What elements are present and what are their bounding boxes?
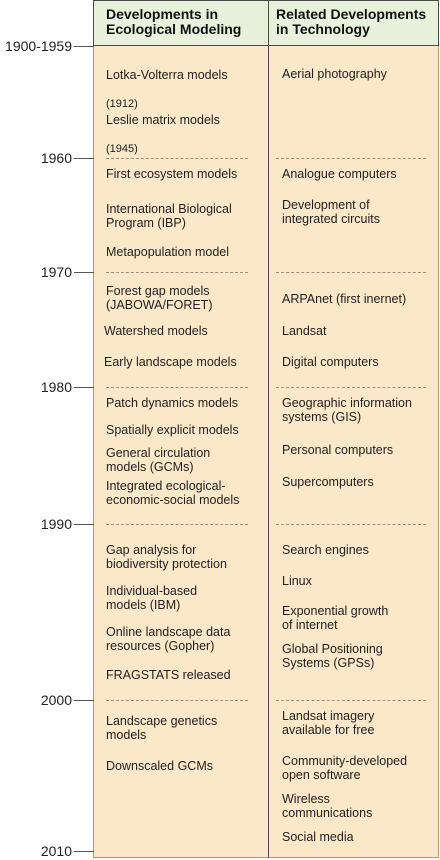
- modeling-item: Downscaled GCMs: [106, 759, 213, 773]
- modeling-item: Online landscape data resources (Gopher): [106, 625, 231, 653]
- decade-separator: [106, 158, 248, 159]
- modeling-item-text: Leslie matrix models: [106, 113, 220, 127]
- decade-separator: [106, 387, 248, 388]
- modeling-item: Gap analysis for biodiversity protection: [106, 543, 227, 571]
- year-label-1980: 1980: [40, 379, 72, 395]
- technology-item: Search engines: [282, 543, 369, 557]
- year-label-1900-1959: 1900-1959: [5, 38, 72, 54]
- technology-item: Digital computers: [282, 355, 379, 369]
- modeling-item: FRAGSTATS released: [106, 668, 231, 682]
- modeling-item: Patch dynamics models: [106, 396, 239, 410]
- modeling-item: Forest gap models (JABOWA/FORET): [106, 284, 213, 312]
- year-label-1990: 1990: [40, 516, 72, 532]
- technology-item: Analogue computers: [282, 167, 397, 181]
- year-label-1960: 1960: [40, 150, 72, 166]
- decade-separator: [276, 158, 426, 159]
- year-tick: [74, 158, 94, 159]
- decade-separator: [276, 700, 426, 701]
- year-tick: [74, 851, 94, 852]
- technology-item: ARPAnet (first inernet): [282, 292, 407, 306]
- year-tick: [74, 272, 94, 273]
- modeling-item: Spatially explicit models: [106, 423, 239, 437]
- technology-item: Aerial photography: [282, 67, 387, 81]
- modeling-item: Early landscape models: [104, 355, 237, 369]
- technology-item: Community-developed open software: [282, 754, 408, 782]
- table-header: Developments in Ecological Modeling Rela…: [93, 0, 439, 46]
- decade-separator: [106, 272, 248, 273]
- technology-item: Geographic information systems (GIS): [282, 396, 412, 424]
- decade-separator: [106, 700, 248, 701]
- modeling-item-date: (1912): [106, 98, 138, 110]
- modeling-item: General circulation models (GCMs): [106, 446, 211, 474]
- decade-separator: [276, 524, 426, 525]
- technology-item: Landsat: [282, 324, 327, 338]
- technology-item: Landsat imagery available for free: [282, 709, 375, 737]
- technology-item: Supercomputers: [282, 475, 374, 489]
- technology-item: Development of integrated circuits: [282, 198, 380, 226]
- timeline-panel: [93, 0, 439, 858]
- decade-separator: [276, 272, 426, 273]
- year-label-2010: 2010: [40, 843, 72, 859]
- modeling-item: First ecosystem models: [106, 167, 238, 181]
- technology-item: Exponential growth of internet: [282, 604, 389, 632]
- modeling-item: Landscape genetics models: [106, 714, 218, 742]
- year-tick: [74, 524, 94, 525]
- technology-item: Global Positioning Systems (GPSs): [282, 642, 383, 670]
- decade-separator: [106, 524, 248, 525]
- year-tick: [74, 700, 94, 701]
- modeling-item: Integrated ecological- economic-social m…: [106, 479, 240, 507]
- modeling-item: Lotka-Volterra models (1912): [106, 54, 228, 111]
- year-label-1970: 1970: [40, 264, 72, 280]
- column-divider: [268, 0, 269, 858]
- modeling-item: Individual-based models (IBM): [106, 584, 198, 612]
- header-technology: Related Developments in Technology: [276, 6, 427, 37]
- modeling-item: Watershed models: [104, 324, 208, 338]
- modeling-item: International Biological Program (IBP): [106, 202, 232, 230]
- technology-item: Wireless communications: [282, 792, 373, 820]
- technology-item: Linux: [282, 574, 312, 588]
- year-tick: [74, 387, 94, 388]
- modeling-item: Metapopulation model: [106, 245, 229, 259]
- technology-item: Personal computers: [282, 443, 394, 457]
- modeling-item: Leslie matrix models (1945): [106, 99, 220, 156]
- modeling-item-text: Lotka-Volterra models: [106, 68, 228, 82]
- modeling-item-date: (1945): [106, 143, 138, 155]
- decade-separator: [276, 387, 426, 388]
- year-label-2000: 2000: [40, 692, 72, 708]
- header-modeling: Developments in Ecological Modeling: [106, 6, 242, 37]
- year-tick: [74, 46, 94, 47]
- technology-item: Social media: [282, 830, 354, 844]
